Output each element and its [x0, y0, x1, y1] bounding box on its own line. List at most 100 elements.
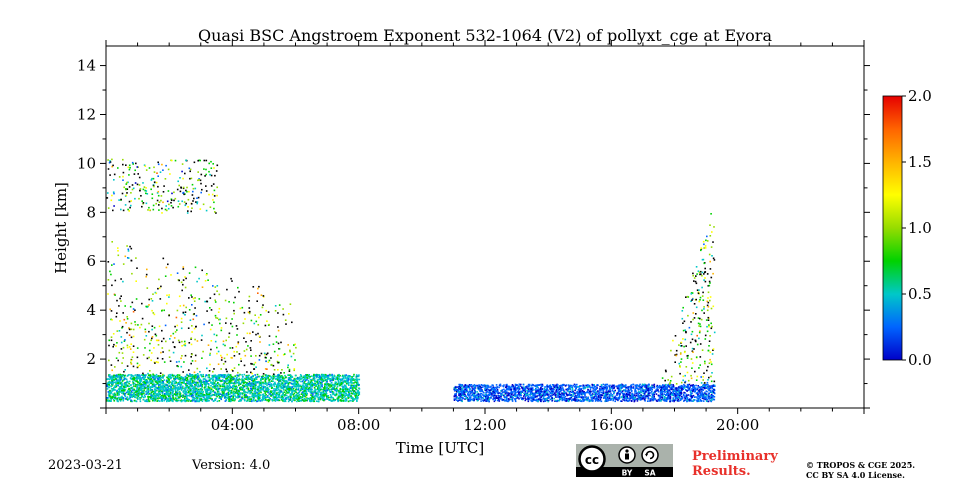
heatmap-cell [298, 379, 301, 382]
heatmap-cell [202, 381, 204, 384]
heatmap-cell [182, 391, 185, 393]
heatmap-cell [218, 393, 220, 396]
heatmap-cell [599, 397, 601, 400]
heatmap-cell [657, 399, 660, 401]
heatmap-cell [495, 387, 498, 390]
heatmap-cell [133, 377, 136, 379]
heatmap-cell [302, 379, 305, 382]
heatmap-cell [263, 395, 265, 397]
heatmap-cell [351, 384, 353, 386]
heatmap-cell [251, 375, 254, 378]
heatmap-cell [156, 376, 158, 378]
heatmap-cell [306, 377, 309, 379]
heatmap-cell [134, 389, 136, 392]
heatmap-cell [157, 378, 160, 381]
heatmap-cell [207, 386, 210, 388]
heatmap-cell [113, 374, 115, 377]
heatmap-cell [137, 390, 140, 393]
heatmap-cell [616, 399, 619, 401]
heatmap-cell [294, 390, 297, 393]
heatmap-cell [600, 400, 603, 403]
heatmap-cell [150, 378, 152, 381]
heatmap-cell [692, 400, 695, 402]
heatmap-cell [131, 374, 134, 377]
heatmap-cell [484, 397, 487, 399]
heatmap-cell [335, 390, 338, 393]
heatmap-cell [190, 384, 193, 386]
heatmap-cell [264, 390, 266, 393]
heatmap-cell [682, 394, 685, 397]
heatmap-cell [337, 399, 339, 401]
heatmap-cell [352, 400, 354, 402]
heatmap-cell [244, 396, 246, 399]
heatmap-cell [319, 397, 322, 400]
heatmap-cell [109, 382, 111, 384]
heatmap-cell [490, 385, 492, 388]
heatmap-cell [333, 386, 336, 388]
heatmap-cell [465, 391, 467, 393]
heatmap-cell [198, 399, 201, 401]
heatmap-cell [115, 398, 117, 400]
heatmap-cell [306, 378, 308, 381]
heatmap-cell [252, 384, 254, 386]
heatmap-cell [354, 398, 357, 400]
heatmap-cell [307, 383, 309, 385]
heatmap-cell [180, 383, 183, 386]
heatmap-cell [139, 389, 141, 392]
heatmap-cell [297, 378, 299, 380]
heatmap-cell [273, 383, 275, 385]
heatmap-cell [271, 398, 273, 401]
heatmap-cell [643, 391, 646, 394]
heatmap-cell [167, 395, 170, 398]
heatmap-cell [330, 395, 333, 398]
heatmap-cell [211, 398, 213, 401]
heatmap-cell [473, 384, 476, 386]
heatmap-cell [264, 378, 267, 380]
heatmap-cell [138, 375, 140, 378]
heatmap-cell [134, 380, 136, 382]
heatmap-cell [283, 400, 285, 403]
heatmap-cell [262, 398, 264, 400]
heatmap-cell [597, 398, 600, 400]
heatmap-cell [144, 400, 146, 402]
heatmap-cell [199, 394, 202, 396]
heatmap-cell [256, 376, 259, 378]
heatmap-cell [244, 385, 246, 388]
heatmap-cell [145, 384, 147, 386]
heatmap-cell [291, 400, 293, 403]
heatmap-cell [536, 398, 538, 401]
heatmap-cell [226, 386, 228, 389]
heatmap-cell [313, 384, 315, 386]
heatmap-cell [170, 397, 172, 400]
heatmap-cell [626, 394, 628, 397]
heatmap-cell [158, 390, 160, 393]
heatmap-cell [251, 394, 254, 396]
heatmap-cell [266, 390, 268, 393]
heatmap-cell [314, 389, 316, 391]
heatmap-cell [165, 393, 167, 396]
heatmap-cell [343, 396, 345, 399]
heatmap-cell [274, 396, 276, 399]
heatmap-cell [299, 384, 302, 387]
heatmap-cell [456, 386, 458, 388]
heatmap-cell [311, 391, 313, 393]
heatmap-cell [257, 394, 259, 396]
heatmap-cell [141, 374, 143, 376]
heatmap-cell [128, 382, 130, 385]
heatmap-cell [346, 378, 348, 380]
heatmap-cell [289, 398, 291, 401]
heatmap-cell [347, 383, 350, 385]
heatmap-cell [200, 392, 202, 395]
heatmap-cell [683, 396, 686, 399]
heatmap-cell [532, 389, 534, 391]
heatmap-cell [171, 381, 173, 384]
heatmap-cell [330, 396, 332, 399]
heatmap-cell [453, 395, 456, 398]
heatmap-cell [225, 393, 228, 395]
heatmap-cell [661, 392, 664, 394]
heatmap-cell [245, 384, 247, 386]
heatmap-cell [136, 391, 139, 394]
heatmap-cell [136, 395, 139, 398]
heatmap-cell [208, 387, 211, 389]
heatmap-cell [114, 376, 116, 378]
